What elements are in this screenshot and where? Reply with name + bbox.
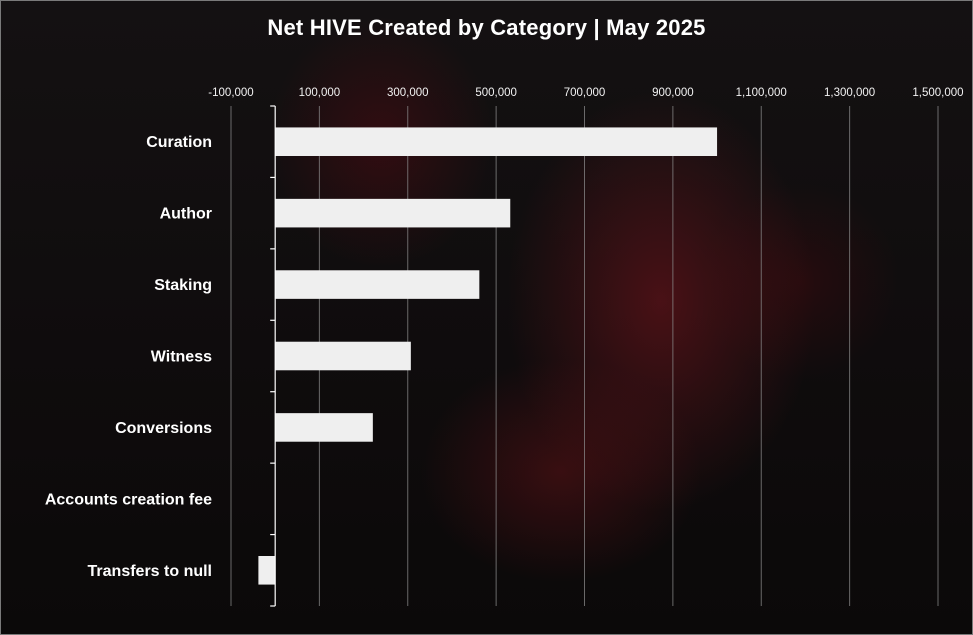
bar-author [275, 198, 511, 228]
x-tick-label: 1,500,000 [912, 87, 963, 99]
x-tick-label: 100,000 [299, 87, 341, 99]
category-label: Transfers to null [88, 563, 212, 580]
bars [258, 127, 718, 585]
category-label: Conversions [115, 420, 212, 437]
x-tick-label: 300,000 [387, 87, 429, 99]
bar-conversions [275, 413, 373, 442]
category-label: Accounts creation fee [45, 491, 212, 508]
x-tick-label: 500,000 [475, 87, 517, 99]
x-tick-label: 700,000 [564, 87, 606, 99]
x-tick-label: 1,100,000 [736, 87, 787, 99]
category-label: Curation [146, 134, 212, 151]
chart-title: Net HIVE Created by Category | May 2025 [267, 15, 706, 40]
x-tick-label: 900,000 [652, 87, 694, 99]
x-tick-labels: -100,000 100,000 300,000 500,000 700,000 900,… [208, 87, 963, 99]
category-label: Witness [151, 349, 212, 366]
bar-staking [275, 270, 480, 299]
category-labels: Curation Author Staking Witness Conversions A… [45, 134, 212, 580]
x-tick-label: -100,000 [208, 87, 253, 99]
bar-witness [275, 341, 411, 371]
bar-transfers-to-null [258, 556, 276, 585]
category-axis [270, 105, 276, 607]
category-label: Author [160, 206, 212, 223]
bar-curation [275, 127, 718, 156]
x-tick-label: 1,300,000 [824, 87, 875, 99]
category-label: Staking [154, 277, 212, 294]
